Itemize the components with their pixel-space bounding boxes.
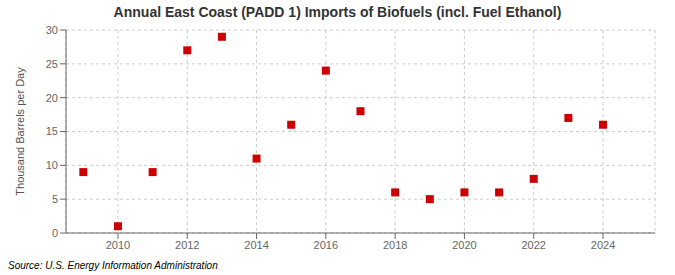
svg-text:20: 20	[46, 92, 58, 104]
svg-text:15: 15	[46, 125, 58, 137]
svg-text:10: 10	[46, 159, 58, 171]
svg-text:2012: 2012	[175, 239, 199, 251]
svg-text:2016: 2016	[314, 239, 338, 251]
svg-text:5: 5	[52, 193, 58, 205]
svg-text:Thousand Barrels per Day: Thousand Barrels per Day	[14, 67, 26, 196]
svg-text:2010: 2010	[106, 239, 130, 251]
svg-text:25: 25	[46, 58, 58, 70]
svg-text:2024: 2024	[591, 239, 615, 251]
svg-text:2018: 2018	[383, 239, 407, 251]
html-text:Source: U.S. Energy Informatio: Source: U.S. Energy Information Administ…	[8, 260, 218, 271]
svg-text:2022: 2022	[521, 239, 545, 251]
svg-text:2014: 2014	[244, 239, 268, 251]
svg-text:2020: 2020	[452, 239, 476, 251]
html-text:Annual East Coast (PADD 1) Imp: Annual East Coast (PADD 1) Imports of Bi…	[113, 4, 562, 20]
svg-text:0: 0	[52, 227, 58, 239]
svg-text:30: 30	[46, 24, 58, 36]
